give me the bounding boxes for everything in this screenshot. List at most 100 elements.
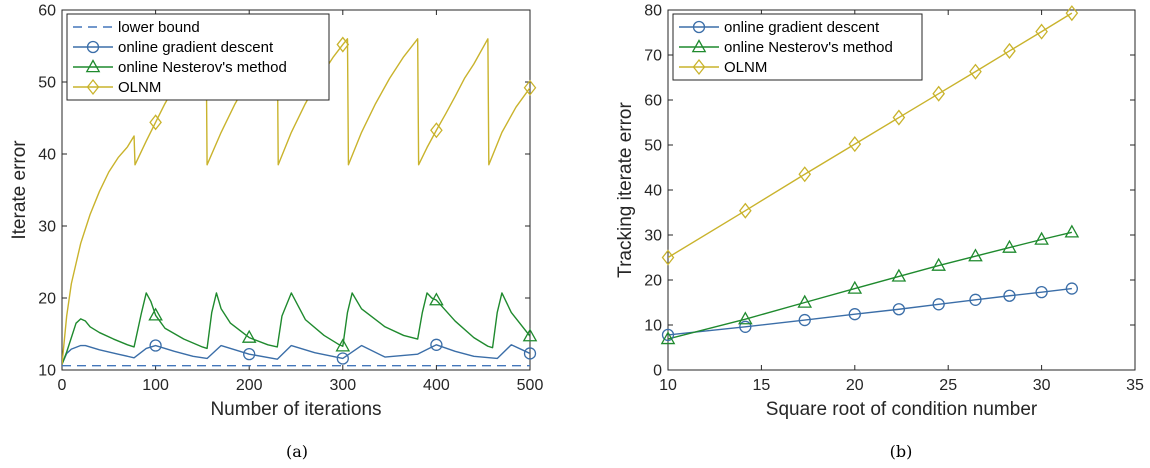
legend-entry: online gradient descent [118, 39, 274, 56]
x-tick-label: 30 [1033, 377, 1051, 394]
data-point-marker [148, 307, 163, 321]
data-point-marker [1035, 23, 1048, 40]
y-tick-label: 30 [38, 219, 56, 236]
y-tick-label: 20 [644, 273, 662, 290]
data-point-marker [891, 268, 907, 282]
x-tick-label: 35 [1126, 377, 1144, 394]
legend-entry: online Nesterov's method [724, 39, 893, 56]
data-point-marker [661, 328, 675, 342]
series-line-1 [668, 287, 1072, 336]
legend-entry: lower bound [118, 19, 200, 36]
y-axis-label: Tracking iterate error [615, 102, 636, 278]
legend-swatch-marker [692, 58, 706, 76]
data-series-group [668, 12, 1073, 340]
legend-swatch-marker [692, 20, 706, 34]
data-point-marker [932, 298, 945, 311]
y-axis-label: Iterate error [9, 140, 30, 240]
legend-swatch-marker [86, 78, 100, 96]
data-point-marker [1065, 5, 1079, 22]
data-point-marker [661, 249, 675, 266]
data-point-marker [430, 338, 443, 351]
y-tick-label: 30 [644, 228, 662, 245]
y-tick-label: 0 [653, 363, 662, 380]
legend-box [66, 13, 330, 101]
data-point-marker [738, 311, 753, 325]
chart-panel-1: 0 100 200 300 400 500 10 20 30 40 50 60 Number of it… [9, 3, 543, 462]
data-point-marker [1003, 289, 1016, 302]
x-tick-label: 25 [939, 377, 957, 394]
data-point-marker [336, 36, 350, 53]
panel-caption: (b) [890, 442, 913, 461]
data-point-marker [429, 292, 444, 306]
data-point-marker [968, 248, 983, 262]
legend-entry: OLNM [724, 59, 767, 76]
y-tick-label: 20 [38, 291, 56, 308]
data-point-marker [1065, 282, 1079, 295]
data-point-marker [932, 85, 945, 102]
data-point-marker [847, 280, 863, 294]
series-line-2 [62, 344, 530, 365]
data-point-marker [660, 331, 676, 345]
y-tick-label: 10 [38, 363, 56, 380]
y-tick-label: 40 [38, 147, 56, 164]
x-tick-label: 10 [659, 377, 677, 394]
data-point-marker [969, 63, 982, 80]
data-point-marker [149, 339, 162, 352]
legend-entry: OLNM [118, 79, 161, 96]
data-point-marker [1003, 42, 1016, 60]
y-tick-label: 40 [644, 183, 662, 200]
y-tick-label: 50 [38, 75, 56, 92]
x-axis-label: Square root of condition number [766, 399, 1038, 420]
legend-swatch-marker [85, 59, 101, 73]
data-point-marker [522, 328, 538, 342]
series-line-4 [62, 38, 530, 365]
y-tick-label: 70 [644, 48, 662, 65]
data-point-marker [892, 303, 906, 316]
data-point-marker [430, 122, 443, 139]
x-axis-label: Number of iterations [210, 399, 381, 420]
data-point-marker [243, 348, 256, 361]
data-point-marker [523, 79, 537, 96]
x-tick-label: 20 [846, 377, 864, 394]
x-tick-label: 200 [236, 377, 263, 394]
y-tick-label: 80 [644, 3, 662, 20]
data-point-marker [798, 313, 811, 327]
legend-entry: online Nesterov's method [118, 59, 287, 76]
data-point-marker [335, 338, 351, 352]
data-point-marker [1002, 239, 1017, 253]
data-point-marker [1035, 285, 1048, 299]
y-tick-label: 60 [644, 93, 662, 110]
x-tick-label: 500 [517, 377, 544, 394]
data-point-marker [739, 202, 752, 219]
y-tick-label: 60 [38, 3, 56, 20]
data-point-marker [739, 320, 752, 333]
data-point-marker [797, 294, 813, 308]
data-point-marker [1064, 224, 1080, 238]
data-point-marker [969, 293, 982, 306]
data-point-marker [336, 352, 349, 365]
data-point-marker [523, 347, 537, 360]
data-point-marker [892, 109, 906, 126]
x-tick-label: 400 [423, 377, 450, 394]
data-series-group [62, 38, 530, 367]
legend-entry: online gradient descent [724, 19, 880, 36]
series-line-3 [668, 12, 1073, 259]
y-tick-label: 50 [644, 138, 662, 155]
data-point-marker [1034, 231, 1049, 245]
x-tick-label: 15 [753, 377, 771, 394]
panel-caption: (a) [286, 442, 308, 461]
data-point-marker [798, 166, 812, 183]
x-tick-label: 0 [58, 377, 67, 394]
legend-swatch-marker [691, 39, 707, 53]
data-point-marker [149, 114, 162, 131]
series-line-3 [62, 292, 530, 365]
data-point-marker [241, 329, 257, 343]
y-tick-label: 10 [644, 318, 662, 335]
x-tick-label: 300 [329, 377, 356, 394]
legend-swatch-marker [86, 40, 100, 54]
data-point-marker [848, 308, 861, 321]
x-tick-label: 100 [142, 377, 169, 394]
data-point-marker [931, 257, 946, 271]
